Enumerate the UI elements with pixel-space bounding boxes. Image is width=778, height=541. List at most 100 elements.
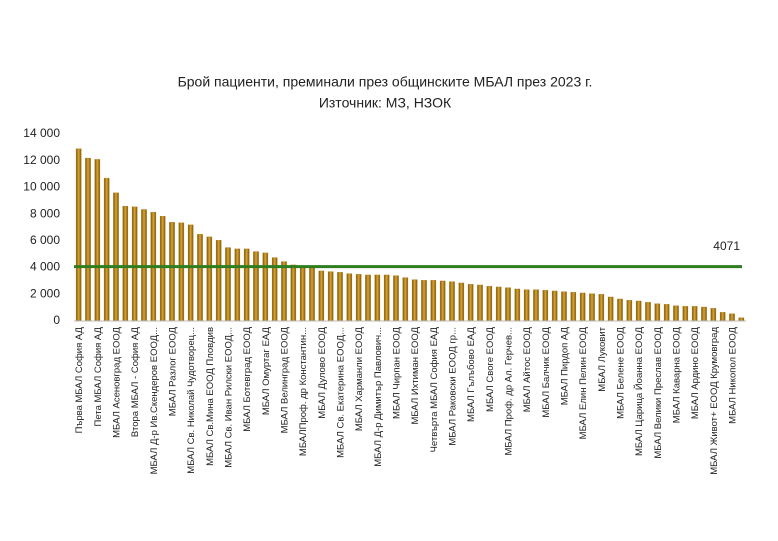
bar — [113, 192, 119, 322]
bar — [402, 277, 409, 322]
bar — [729, 313, 735, 322]
bar — [318, 270, 325, 322]
bar — [169, 222, 175, 322]
bar — [309, 266, 315, 322]
bar — [85, 157, 91, 322]
bar — [523, 289, 530, 322]
x-tick-label: МБАЛ Ботевград ЕООД — [242, 326, 253, 431]
chart-title: Брой пациенти, преминали през общинските… — [178, 74, 593, 90]
y-tick-label: 0 — [53, 313, 60, 327]
x-tick-label: МБАЛ Никопол ЕООД — [728, 326, 739, 423]
bar — [663, 304, 670, 322]
x-tick-label: МБАЛ Раковски ЕООД гр... — [448, 327, 459, 446]
x-tick-label: МБАЛ Чирпан ЕООД — [392, 326, 403, 419]
x-tick-label: МБАЛ Д-р Ив.Скендеров ЕООД... — [149, 327, 160, 474]
bar — [206, 236, 213, 322]
x-tick-label: Втора МБАЛ - София АД — [130, 326, 141, 437]
bar — [682, 306, 689, 322]
bar — [197, 234, 203, 322]
x-tick-label: МБАЛ Разлог ЕООД — [168, 326, 179, 416]
x-tick-label: МБАЛ Айтос ЕООД — [522, 326, 533, 412]
bar — [327, 271, 334, 322]
x-tick-label: Пета МБАЛ София АД — [93, 326, 104, 426]
bar — [374, 274, 381, 322]
bar — [486, 286, 493, 322]
x-tick-label: МБАЛ Живот+ ЕООД Крумовград — [709, 327, 720, 475]
bar — [635, 300, 642, 322]
bar — [514, 288, 521, 322]
x-tick-label: Четвърта МБАЛ София ЕАД — [429, 326, 440, 452]
bar — [75, 148, 82, 322]
bar — [477, 284, 483, 322]
x-tick-label: МБАЛ Св.Мина ЕООД Пловдив — [205, 327, 216, 466]
bar — [458, 282, 465, 322]
x-tick-label: МБАЛ Балчик ЕООД — [541, 326, 552, 417]
bar — [617, 298, 623, 322]
reference-label: 4071 — [713, 239, 740, 253]
bar — [159, 215, 166, 322]
bar — [346, 273, 353, 322]
x-tick-label: МБАЛ Омуртаг ЕАД — [261, 326, 272, 415]
x-tick-label: МБАЛ Каварна ЕООД — [672, 326, 683, 423]
bar — [505, 287, 511, 322]
x-tick-label: МБАЛПроф. др Константин... — [298, 327, 309, 456]
x-tick-label: МБАЛ Своге ЕООД — [485, 326, 496, 412]
x-tick-label: МБАЛ Пирдоп АД — [560, 326, 571, 405]
bar — [122, 205, 129, 322]
bar — [645, 302, 651, 322]
bar — [393, 275, 399, 322]
x-tick-label: МБАЛ Луковит — [597, 326, 608, 391]
y-tick-label: 8 000 — [30, 206, 60, 220]
x-tick-label: МБАЛ Ардино ЕООД — [690, 326, 701, 419]
bar — [579, 292, 586, 322]
x-tick-label: МБАЛ Дулово ЕООД — [317, 326, 328, 418]
x-tick-label: МБАЛ Царица Йоанна ЕООД — [633, 326, 645, 456]
x-tick-label: МБАЛ Д-р Димитър Павлович... — [373, 327, 384, 467]
bar — [262, 252, 269, 322]
bar — [542, 290, 549, 322]
x-tick-label: МБАЛ Велики Преслав ЕООД — [653, 326, 664, 458]
bar — [598, 294, 605, 322]
x-tick-label: МБАЛ Св. Екатерина ЕООД... — [336, 327, 347, 458]
y-tick-label: 14 000 — [23, 126, 60, 140]
x-tick-label: МБАЛ Проф. др Ал. Герчев... — [504, 327, 515, 456]
bar — [103, 177, 110, 322]
y-tick-label: 6 000 — [30, 233, 60, 247]
bar — [187, 224, 194, 322]
bar — [467, 284, 474, 322]
bar — [589, 293, 595, 322]
bar — [299, 266, 306, 322]
bar — [449, 281, 455, 322]
x-tick-label: МБАЛ Св. Иван Рилски ЕООД... — [224, 327, 235, 468]
bar — [131, 206, 138, 322]
x-tick-label: МБАЛ Асеновград ЕООД — [112, 326, 123, 437]
bar — [383, 274, 390, 322]
bar — [701, 306, 707, 322]
x-tick-label: МБАЛ Св. Николай Чудотворец... — [186, 327, 197, 474]
bar — [281, 261, 287, 322]
bar — [411, 279, 418, 322]
bar — [355, 274, 362, 322]
y-tick-label: 12 000 — [23, 153, 60, 167]
bar — [337, 272, 343, 322]
bar — [738, 317, 745, 322]
x-tick-label: МБАЛ Харманли ЕООД — [354, 326, 365, 431]
bar — [495, 286, 502, 322]
bar — [365, 274, 371, 322]
bar — [421, 280, 427, 322]
bar — [243, 248, 250, 322]
bar — [710, 308, 717, 322]
bar — [691, 306, 698, 322]
bar — [439, 280, 446, 322]
bar — [561, 291, 567, 322]
x-tick-label: МБАЛ Елин Пелин ЕООД — [578, 326, 589, 439]
y-tick-label: 10 000 — [23, 180, 60, 194]
x-tick-label: МБАЛ Ихтиман ЕООД — [410, 326, 421, 424]
bar — [94, 159, 101, 322]
bar — [551, 290, 558, 322]
x-tick-label: МБАЛ Белене ЕООД — [616, 326, 627, 418]
bar — [225, 247, 231, 322]
x-tick-label: МБАЛ Велинград ЕООД — [280, 326, 291, 433]
bar — [430, 280, 437, 322]
